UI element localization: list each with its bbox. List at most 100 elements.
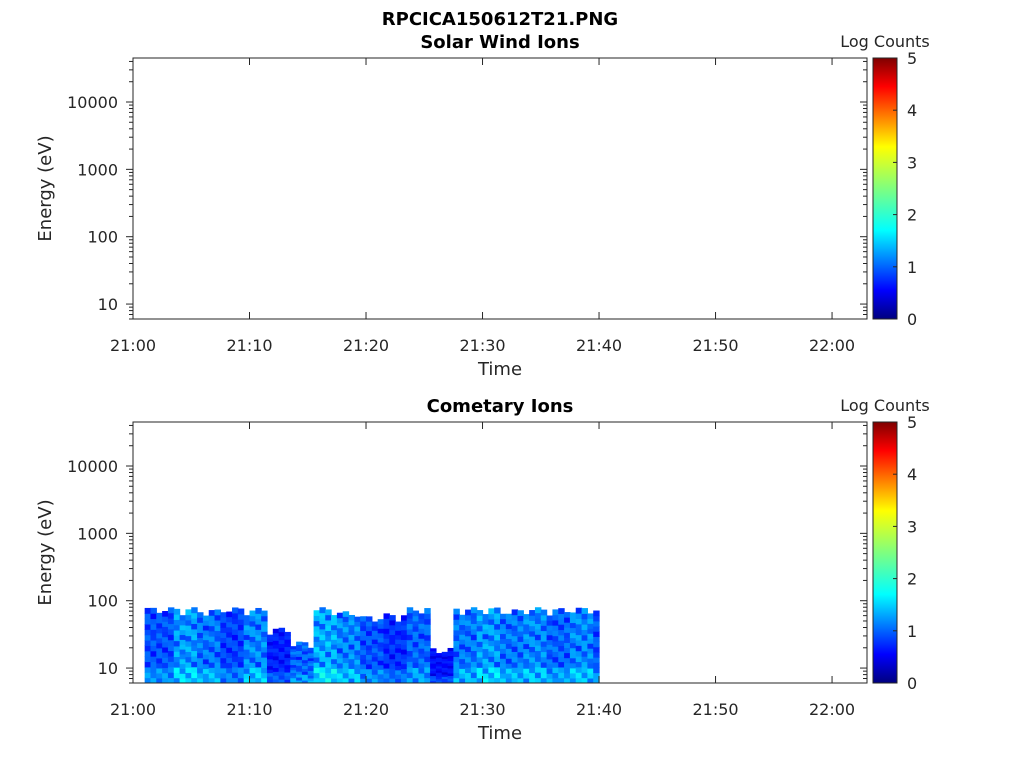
spectrogram-cell	[406, 650, 414, 657]
spectrogram-data	[144, 607, 600, 684]
spectrogram-cell	[400, 668, 408, 674]
spectrogram-cell	[523, 653, 530, 659]
spectrogram-cell	[465, 630, 472, 637]
spectrogram-cell	[482, 628, 489, 635]
spectrogram-cell	[220, 637, 227, 644]
spectrogram-cell	[377, 641, 385, 648]
spectrogram-cell	[261, 646, 268, 653]
spectrogram-cell	[167, 666, 175, 673]
spectrogram-cell	[470, 639, 478, 646]
spectrogram-cell	[261, 672, 268, 679]
colorbar-tick-label: 0	[907, 310, 917, 329]
spectrogram-cell	[366, 668, 373, 674]
spectrogram-cell	[435, 670, 443, 673]
spectrogram-cell	[488, 672, 495, 679]
spectrogram-cell	[435, 676, 443, 680]
spectrogram-cell	[237, 608, 245, 615]
spectrogram-cell	[360, 621, 367, 627]
spectrogram-cell	[348, 639, 355, 645]
spectrogram-cell	[517, 615, 524, 622]
spectrogram-cell	[162, 652, 169, 658]
spectrogram-cell	[255, 677, 262, 684]
spectrogram-cell	[488, 640, 495, 647]
spectrogram-cell	[430, 665, 437, 669]
spectrogram-cell	[453, 640, 460, 647]
spectrogram-cell	[564, 622, 571, 628]
spectrogram-cell	[482, 658, 489, 664]
spectrogram-cell	[173, 624, 181, 631]
y-tick-label: 10000	[67, 93, 118, 112]
spectrogram-cell	[167, 650, 175, 657]
spectrogram-cell	[418, 638, 425, 644]
spectrogram-cell	[278, 651, 286, 656]
spectrogram-cell	[406, 672, 414, 679]
spectrogram-cell	[389, 639, 396, 645]
spectrogram-cell	[261, 636, 268, 643]
spectrogram-cell	[412, 651, 420, 658]
spectrogram-cell	[395, 630, 402, 636]
spectrogram-cell	[465, 667, 472, 674]
spectrogram-cell	[569, 617, 577, 624]
spectrogram-cell	[511, 619, 519, 626]
spectrogram-cell	[266, 662, 274, 667]
spectrogram-cell	[232, 666, 239, 673]
spectrogram-cell	[226, 611, 233, 618]
spectrogram-cell	[325, 640, 332, 647]
spectrogram-cell	[342, 616, 350, 623]
spectrogram-cell	[546, 663, 554, 670]
spectrogram-cell	[529, 610, 536, 616]
spectrogram-cell	[430, 650, 437, 654]
spectrogram-cell	[266, 641, 274, 646]
spectrogram-cell	[290, 677, 297, 681]
spectrogram-cell	[412, 667, 420, 674]
spectrogram-cell	[243, 658, 251, 665]
colorbar-tick-label: 5	[907, 413, 917, 432]
spectrogram-cell	[237, 619, 245, 625]
spectrogram-cell	[569, 647, 577, 654]
spectrogram-cell	[266, 679, 274, 684]
spectrogram-cell	[197, 612, 204, 618]
y-tick-label: 1000	[77, 524, 118, 543]
spectrogram-cell	[214, 646, 221, 653]
spectrogram-cell	[255, 666, 262, 673]
spectrogram-cell	[424, 608, 431, 614]
spectrogram-cell	[319, 623, 326, 630]
spectrogram-cell	[406, 618, 414, 625]
spectrogram-cell	[552, 667, 559, 673]
spectrogram-cell	[348, 634, 355, 640]
spectrogram-cell	[261, 610, 268, 617]
spectrogram-cell	[517, 672, 524, 679]
spectrogram-cell	[511, 614, 519, 621]
spectrogram-cell	[348, 653, 355, 660]
spectrogram-cell	[162, 667, 169, 674]
spectrogram-cell	[255, 661, 262, 668]
spectrogram-cell	[395, 647, 402, 653]
spectrogram-cell	[371, 634, 379, 640]
spectrogram-cell	[424, 624, 431, 630]
spectrogram-cell	[197, 662, 204, 669]
spectrogram-cell	[435, 672, 443, 675]
spectrogram-cell	[313, 620, 321, 627]
spectrogram-cell	[465, 662, 472, 668]
spectrogram-cell	[534, 650, 542, 657]
spectrogram-cell	[389, 619, 396, 626]
spectrogram-cell	[406, 666, 414, 673]
spectrogram-cell	[459, 644, 466, 650]
spectrogram-cell	[523, 614, 530, 620]
spectrogram-cell	[208, 646, 216, 653]
spectrogram-cell	[220, 632, 227, 638]
spectrogram-cell	[208, 677, 216, 684]
spectrogram-cell	[593, 626, 600, 632]
spectrogram-cell	[296, 671, 303, 675]
x-tick-label: 21:10	[226, 336, 272, 355]
colorbar-tick-label: 0	[907, 674, 917, 693]
spectrogram-cell	[400, 678, 408, 684]
spectrogram-cell	[558, 640, 565, 647]
spectrogram-cell	[313, 610, 321, 616]
spectrogram-cell	[581, 624, 588, 630]
spectrogram-cell	[441, 662, 449, 666]
spectrogram-cell	[552, 614, 559, 621]
spectrogram-cell	[517, 646, 524, 653]
spectrogram-cell	[284, 675, 291, 680]
spectrogram-cell	[226, 667, 233, 674]
